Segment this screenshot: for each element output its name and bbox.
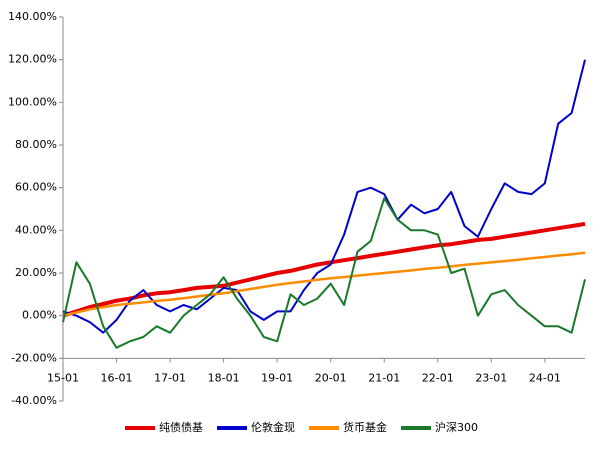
x-tick-label: 15-01 <box>47 371 79 384</box>
y-tick-label: -20.00% <box>11 351 57 364</box>
x-tick-label: 22-01 <box>422 371 454 384</box>
series-line <box>62 197 586 349</box>
x-tick-label: 21-01 <box>368 371 400 384</box>
series-line <box>62 221 586 318</box>
y-tick-label: 60.00% <box>15 181 57 194</box>
y-tick-label: 40.00% <box>15 223 57 236</box>
y-tick-label: 120.00% <box>8 53 57 66</box>
y-tick-label: 100.00% <box>8 95 57 108</box>
x-tick-label: 19-01 <box>261 371 293 384</box>
x-tick-label: 17-01 <box>154 371 186 384</box>
x-tick-label: 23-01 <box>475 371 507 384</box>
x-tick-label: 20-01 <box>315 371 347 384</box>
series-line <box>62 59 586 334</box>
legend-label: 伦敦金现 <box>251 420 295 434</box>
x-tick-label: 24-01 <box>529 371 561 384</box>
x-tick-label: 18-01 <box>208 371 240 384</box>
legend-label: 货币基金 <box>343 420 387 434</box>
legend-label: 沪深300 <box>435 420 478 434</box>
y-tick-label: 0.00% <box>22 309 57 322</box>
y-tick-label: 80.00% <box>15 138 57 151</box>
y-tick-label: 20.00% <box>15 266 57 279</box>
legend-label: 纯债债基 <box>159 420 203 434</box>
x-tick-label: 16-01 <box>101 371 133 384</box>
y-tick-label: -40.00% <box>11 394 57 407</box>
series-line <box>62 251 586 317</box>
y-tick-label: 140.00% <box>8 10 57 23</box>
